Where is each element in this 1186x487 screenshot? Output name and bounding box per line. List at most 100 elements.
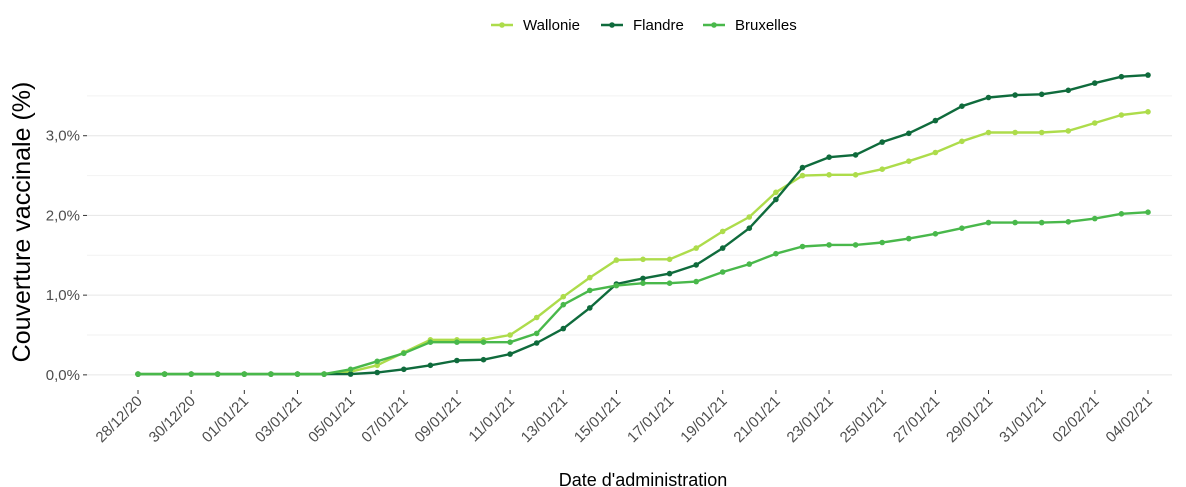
data-point (932, 117, 939, 124)
legend-item-wallonie: Wallonie (491, 17, 580, 34)
x-tick-label: 19/01/21 (677, 393, 730, 446)
legend-label: Flandre (633, 17, 684, 34)
x-tick-label: 11/01/21 (465, 393, 518, 446)
data-point (773, 250, 779, 257)
x-tick-label: 25/01/21 (837, 393, 890, 446)
x-tick-label: 02/02/21 (1049, 393, 1102, 446)
data-point (533, 340, 540, 346)
data-point (666, 256, 673, 263)
data-point (1145, 72, 1151, 78)
y-tick-label: 3,0% (46, 128, 80, 145)
data-point (640, 275, 646, 282)
series-line (138, 211, 1149, 376)
data-point (932, 231, 939, 237)
data-point (347, 366, 354, 373)
x-tick-label: 17/01/21 (624, 393, 677, 446)
data-point (1065, 128, 1072, 134)
data-point (773, 196, 779, 203)
data-point (480, 356, 487, 363)
x-axis-title: Date d'administration (559, 470, 728, 487)
data-point (1012, 219, 1018, 226)
data-point (985, 94, 992, 101)
data-point (746, 261, 753, 267)
series-flandre (135, 72, 1151, 377)
data-point (321, 371, 327, 377)
data-point (427, 339, 434, 346)
data-point (906, 158, 912, 164)
data-point (401, 350, 407, 357)
data-point (507, 332, 513, 338)
data-point (587, 287, 593, 294)
data-point (693, 262, 699, 268)
y-tick-label: 0,0% (46, 367, 80, 384)
data-point (454, 339, 460, 346)
data-point (1092, 120, 1098, 126)
data-point (985, 219, 992, 226)
data-point (826, 172, 832, 178)
data-point (719, 269, 726, 275)
data-point (1092, 215, 1098, 222)
x-tick-label: 31/01/21 (996, 393, 1049, 446)
y-axis-title: Couverture vaccinale (%) (8, 82, 36, 363)
data-point (879, 139, 885, 145)
data-point (773, 189, 779, 196)
data-point (852, 172, 859, 178)
data-point (1038, 91, 1045, 98)
data-point (799, 243, 806, 250)
data-point (1065, 219, 1072, 225)
x-tick-label: 21/01/21 (730, 393, 783, 446)
data-point (613, 282, 620, 289)
x-tick-label: 29/01/21 (943, 393, 996, 446)
data-point (1065, 87, 1072, 94)
data-point (294, 371, 301, 377)
data-point (799, 164, 806, 171)
series-group (135, 72, 1151, 377)
legend-label: Wallonie (523, 17, 580, 34)
data-point (1012, 129, 1018, 136)
data-point (1038, 219, 1045, 226)
data-point (268, 371, 274, 377)
data-point (188, 371, 194, 377)
legend-item-flandre: Flandre (601, 17, 684, 34)
data-point (906, 235, 912, 242)
data-point (1118, 73, 1125, 80)
data-point (401, 366, 407, 373)
data-point (959, 103, 965, 109)
data-point (693, 245, 699, 251)
series-wallonie (135, 109, 1151, 377)
y-tick-label: 2,0% (46, 207, 80, 224)
legend-marker (711, 22, 717, 28)
legend-marker (499, 22, 505, 28)
y-axis: 0,0% 1,0% 2,0% 3,0% (46, 128, 87, 384)
x-tick-label: 23/01/21 (784, 393, 837, 446)
legend: Wallonie Flandre Bruxelles (491, 17, 797, 34)
data-point (719, 228, 726, 235)
data-point (666, 280, 673, 287)
data-point (374, 369, 381, 376)
x-tick-label: 15/01/21 (571, 393, 624, 446)
data-point (985, 129, 992, 136)
data-point (613, 257, 620, 263)
data-point (374, 362, 381, 369)
data-point (852, 242, 859, 248)
data-point (135, 371, 141, 377)
data-point (1118, 211, 1125, 217)
data-point (587, 305, 593, 311)
data-point (374, 358, 381, 365)
data-point (560, 293, 567, 300)
data-point (161, 371, 168, 377)
data-point (533, 330, 540, 337)
data-point (959, 138, 965, 145)
data-point (533, 314, 540, 321)
legend-marker (609, 22, 615, 28)
x-tick-label: 04/02/21 (1103, 393, 1156, 446)
data-point (719, 245, 726, 251)
x-tick-label: 27/01/21 (890, 393, 943, 446)
data-point (959, 225, 965, 231)
data-point (879, 239, 885, 246)
data-point (347, 371, 354, 377)
data-point (746, 214, 753, 220)
x-tick-label: 05/01/21 (305, 393, 358, 446)
data-point (852, 152, 859, 158)
